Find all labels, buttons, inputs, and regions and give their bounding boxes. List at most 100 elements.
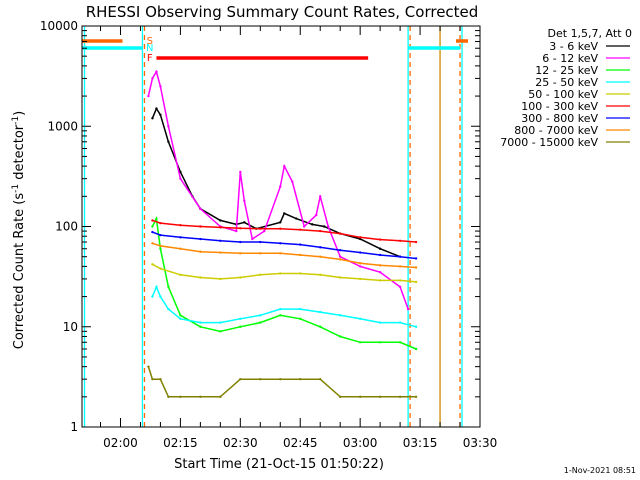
data-point-5-10 — [338, 232, 342, 235]
data-point-4-6 — [259, 273, 262, 276]
data-point-4-8 — [299, 272, 302, 275]
data-point-1-22 — [378, 271, 382, 274]
data-point-8-13 — [358, 395, 362, 399]
timestamp: 1-Nov-2021 08:51 — [564, 466, 636, 475]
flag-label-n: N — [146, 43, 153, 54]
data-point-1-17 — [315, 213, 318, 217]
data-point-7-9 — [319, 255, 322, 258]
data-point-2-8 — [259, 321, 262, 324]
data-point-6-8 — [299, 243, 302, 246]
data-point-7-8 — [299, 253, 302, 257]
data-point-3-12 — [338, 314, 342, 317]
data-point-7-13 — [398, 265, 402, 268]
data-point-2-9 — [279, 314, 282, 317]
data-point-8-16 — [414, 395, 418, 399]
data-point-1-18 — [319, 195, 322, 198]
data-point-6-2 — [179, 236, 182, 239]
legend-label-6: 300 - 800 keV — [521, 112, 598, 125]
data-point-4-9 — [319, 273, 322, 276]
data-point-2-3 — [167, 285, 170, 289]
data-point-2-4 — [179, 314, 182, 317]
plot-area: SNF 1 10 100 1000 10000 02:00 02:15 02:30 02:45 03… — [40, 19, 497, 450]
data-point-6-5 — [239, 240, 242, 244]
data-point-8-10 — [299, 377, 302, 381]
data-point-1-12 — [263, 229, 266, 233]
series-line-0 — [151, 106, 401, 258]
data-point-3-14 — [378, 321, 382, 324]
data-point-6-11 — [358, 251, 362, 254]
data-point-6-7 — [279, 242, 282, 245]
data-point-4-5 — [239, 276, 242, 279]
data-point-0-3 — [167, 140, 170, 143]
x-tick-label-1: 02:15 — [163, 436, 198, 450]
flag-label-f: F — [147, 53, 153, 64]
data-point-7-12 — [378, 264, 382, 267]
data-point-1-13 — [279, 185, 282, 188]
data-point-6-1 — [159, 233, 162, 237]
data-point-7-6 — [259, 252, 262, 255]
data-point-1-10 — [243, 199, 246, 203]
data-point-8-5 — [199, 395, 202, 399]
data-point-2-7 — [239, 325, 242, 328]
data-point-5-5 — [239, 227, 242, 230]
data-point-4-1 — [159, 267, 162, 270]
x-tick-label-0: 02:00 — [103, 436, 138, 450]
data-point-7-1 — [159, 244, 162, 248]
data-point-5-1 — [159, 221, 162, 225]
data-point-4-13 — [398, 279, 402, 282]
flag-label-s: S — [147, 36, 153, 47]
data-point-7-2 — [179, 247, 182, 250]
legend-label-1: 6 - 12 keV — [542, 52, 598, 65]
data-point-3-8 — [259, 314, 262, 317]
data-point-6-0 — [151, 230, 154, 234]
data-point-8-4 — [179, 395, 182, 399]
data-point-7-0 — [151, 242, 154, 245]
data-point-6-13 — [398, 255, 402, 258]
data-point-6-4 — [219, 239, 222, 243]
data-point-7-3 — [199, 250, 202, 253]
data-point-4-0 — [151, 263, 154, 266]
data-point-7-11 — [358, 262, 362, 265]
data-point-0-14 — [311, 223, 314, 226]
data-point-2-13 — [358, 341, 362, 344]
data-point-8-14 — [378, 395, 382, 399]
data-point-8-7 — [239, 377, 242, 381]
data-point-4-10 — [338, 276, 342, 279]
data-point-8-0 — [147, 365, 150, 368]
data-point-6-6 — [259, 240, 262, 244]
data-point-8-9 — [279, 377, 282, 381]
data-point-0-0 — [151, 117, 154, 120]
data-point-0-17 — [358, 237, 362, 241]
data-point-3-2 — [159, 295, 162, 298]
data-point-2-0 — [151, 225, 154, 228]
data-point-2-5 — [199, 325, 202, 328]
data-point-0-18 — [378, 247, 382, 250]
data-point-8-6 — [219, 395, 222, 399]
data-point-4-4 — [219, 277, 222, 281]
chart-title: RHESSI Observing Summary Count Rates, Co… — [86, 3, 479, 21]
data-point-8-8 — [259, 377, 262, 381]
data-point-1-21 — [358, 265, 362, 268]
data-point-2-1 — [155, 217, 158, 220]
data-point-4-7 — [279, 272, 282, 275]
data-point-1-14 — [283, 164, 286, 168]
data-point-4-3 — [199, 276, 202, 279]
data-point-8-1 — [151, 377, 154, 381]
data-point-5-9 — [319, 229, 322, 233]
data-point-5-8 — [299, 228, 302, 231]
data-point-1-8 — [235, 229, 238, 233]
data-point-3-3 — [167, 307, 170, 311]
data-point-5-6 — [259, 227, 262, 230]
y-axis-label: Corrected Count Rate (s-1 detector-1) — [11, 111, 27, 349]
data-point-8-3 — [167, 395, 170, 399]
data-point-0-7 — [219, 219, 222, 222]
data-point-7-4 — [219, 251, 222, 254]
y-tick-label-2: 100 — [55, 220, 78, 234]
data-point-3-4 — [179, 317, 182, 321]
data-point-4-2 — [179, 273, 182, 276]
data-point-2-6 — [219, 330, 222, 333]
data-point-8-2 — [159, 377, 162, 381]
y-tick-label-0: 1 — [70, 420, 78, 434]
data-point-7-10 — [338, 258, 342, 261]
